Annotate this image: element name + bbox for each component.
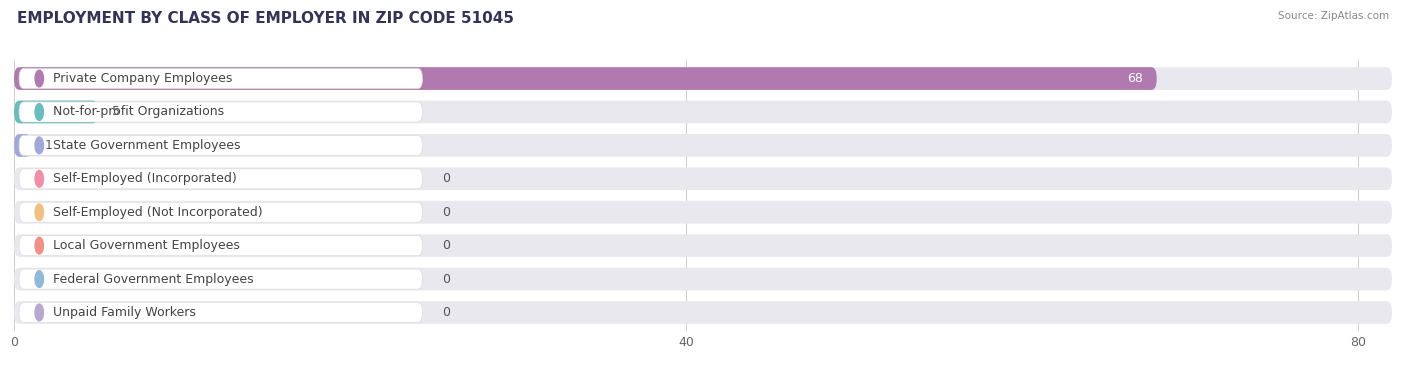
Text: 0: 0 xyxy=(443,306,450,319)
FancyBboxPatch shape xyxy=(20,102,422,122)
Circle shape xyxy=(35,204,44,221)
FancyBboxPatch shape xyxy=(20,135,422,155)
FancyBboxPatch shape xyxy=(14,167,1392,190)
FancyBboxPatch shape xyxy=(14,301,1392,324)
Text: 1: 1 xyxy=(45,139,52,152)
FancyBboxPatch shape xyxy=(14,134,31,157)
Text: Self-Employed (Incorporated): Self-Employed (Incorporated) xyxy=(52,172,236,185)
Text: Federal Government Employees: Federal Government Employees xyxy=(52,273,253,286)
FancyBboxPatch shape xyxy=(20,269,422,289)
Text: Unpaid Family Workers: Unpaid Family Workers xyxy=(52,306,195,319)
FancyBboxPatch shape xyxy=(20,68,422,89)
Text: 68: 68 xyxy=(1128,72,1143,85)
FancyBboxPatch shape xyxy=(14,234,1392,257)
Text: EMPLOYMENT BY CLASS OF EMPLOYER IN ZIP CODE 51045: EMPLOYMENT BY CLASS OF EMPLOYER IN ZIP C… xyxy=(17,11,513,26)
Text: State Government Employees: State Government Employees xyxy=(52,139,240,152)
FancyBboxPatch shape xyxy=(14,101,1392,123)
FancyBboxPatch shape xyxy=(20,236,422,256)
Text: Private Company Employees: Private Company Employees xyxy=(52,72,232,85)
Circle shape xyxy=(35,304,44,321)
Circle shape xyxy=(35,237,44,254)
FancyBboxPatch shape xyxy=(20,302,422,323)
Text: 0: 0 xyxy=(443,239,450,252)
Text: Source: ZipAtlas.com: Source: ZipAtlas.com xyxy=(1278,11,1389,21)
Text: Self-Employed (Not Incorporated): Self-Employed (Not Incorporated) xyxy=(52,206,263,219)
FancyBboxPatch shape xyxy=(20,202,422,222)
FancyBboxPatch shape xyxy=(14,67,1392,90)
FancyBboxPatch shape xyxy=(14,67,1157,90)
Text: 0: 0 xyxy=(443,206,450,219)
FancyBboxPatch shape xyxy=(14,268,1392,290)
FancyBboxPatch shape xyxy=(14,101,98,123)
FancyBboxPatch shape xyxy=(14,201,1392,224)
Circle shape xyxy=(35,271,44,287)
Circle shape xyxy=(35,137,44,154)
Text: 0: 0 xyxy=(443,273,450,286)
Circle shape xyxy=(35,70,44,87)
Text: Not-for-profit Organizations: Not-for-profit Organizations xyxy=(52,105,224,118)
Text: 0: 0 xyxy=(443,172,450,185)
Circle shape xyxy=(35,170,44,187)
FancyBboxPatch shape xyxy=(20,169,422,189)
Circle shape xyxy=(35,104,44,120)
Text: Local Government Employees: Local Government Employees xyxy=(52,239,239,252)
FancyBboxPatch shape xyxy=(14,134,1392,157)
Text: 5: 5 xyxy=(111,105,120,118)
